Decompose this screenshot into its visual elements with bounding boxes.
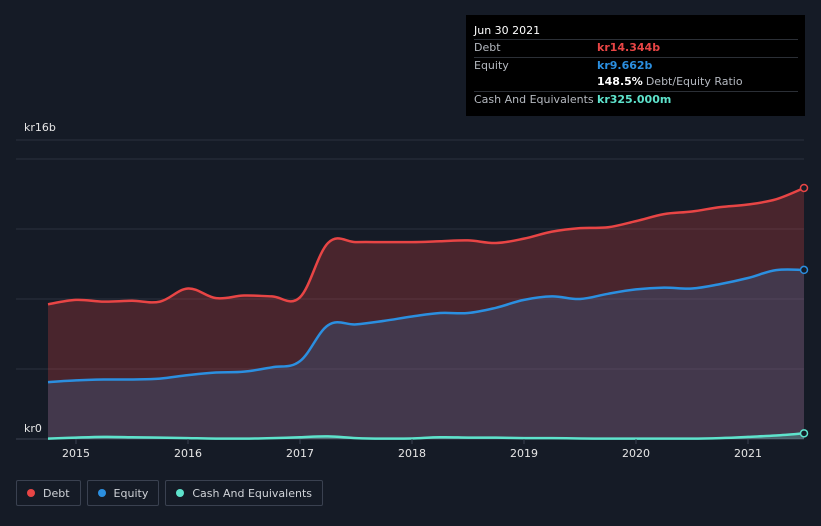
line-debt [47,186,805,306]
chart-lines [47,186,805,440]
legend-item-equity[interactable]: Equity [86,480,160,506]
tooltip-row-debt: Debt kr14.344b [474,39,798,57]
x-tick-label-2016: 2016 [174,447,202,460]
legend-dot-equity [97,489,106,497]
legend-label-equity: Equity [113,486,149,500]
tooltip-panel: Jun 30 2021 Debt kr14.344b Equity kr9.66… [466,15,805,116]
line-equity [47,268,805,384]
tooltip-row-ratio: 148.5% Debt/Equity Ratio [474,74,798,91]
tooltip-debt-value: kr14.344b [597,41,661,54]
x-tick-label-2019: 2019 [510,447,538,460]
tooltip-debt-label: Debt [474,41,501,54]
legend-item-debt[interactable]: Debt [16,480,81,506]
tooltip-cash-value: kr325.000m [597,92,672,106]
tooltip-equity-value: kr9.662b [597,58,653,72]
endpoint-debt [799,183,809,193]
legend-dot-cash [176,489,185,497]
legend-item-cash[interactable]: Cash And Equivalents [165,480,323,506]
tooltip-ratio-value: 148.5% [597,75,643,88]
tooltip-row-cash: Cash And Equivalents kr325.000m [474,90,798,109]
y-axis-top-label: kr16b [24,121,56,134]
legend-dot-debt [27,489,35,497]
legend-label-cash: Cash And Equivalents [192,486,312,500]
x-axis-ticks: 2015 2016 2017 2018 2019 2020 2021 [62,439,762,460]
area-equity [48,269,804,439]
x-tick-label-2020: 2020 [622,447,650,460]
tooltip-cash-label: Cash And Equivalents [474,92,594,106]
chart-legend: Debt Equity Cash And Equivalents [16,480,323,506]
tooltip-equity-label: Equity [474,58,509,72]
endpoint-cash-and-equivalents [799,429,809,438]
endpoint-equity [799,265,809,275]
tooltip-date: Jun 30 2021 [474,24,541,37]
x-tick-label-2021: 2021 [734,447,762,460]
legend-label-debt: Debt [43,486,70,500]
x-tick-label-2018: 2018 [398,447,426,460]
x-tick-label-2017: 2017 [286,447,314,460]
chart-endpoints [799,183,809,438]
x-tick-label-2015: 2015 [62,447,90,460]
tooltip-row-equity: Equity kr9.662b [474,56,798,75]
line-cash-and-equivalents [47,432,805,440]
y-axis-bottom-label: kr0 [24,422,42,435]
tooltip-ratio-label: Debt/Equity Ratio [645,75,743,88]
